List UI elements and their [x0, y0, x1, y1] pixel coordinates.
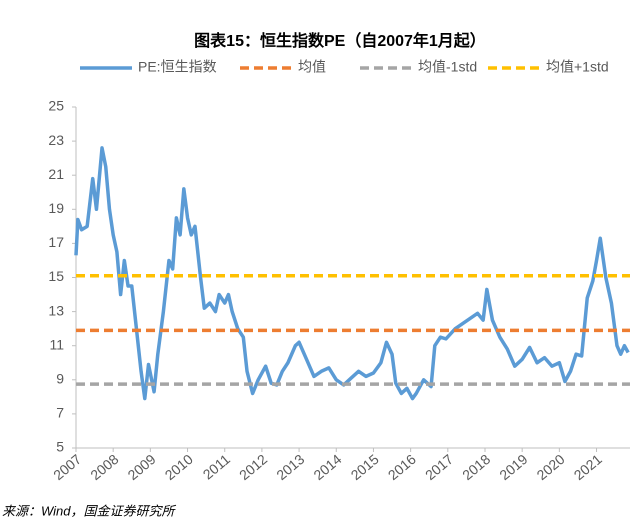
x-tick-label: 2010 [162, 451, 196, 483]
y-tick-label: 23 [48, 132, 64, 148]
y-tick-label: 13 [48, 302, 64, 318]
y-tick-label: 9 [56, 371, 64, 387]
y-tick-label: 5 [56, 439, 64, 455]
x-tick-label: 2011 [200, 451, 234, 483]
legend-label: 均值-1std [418, 59, 477, 75]
x-tick-label: 2014 [310, 451, 344, 483]
x-tick-label: 2021 [571, 451, 605, 483]
x-tick-label: 2009 [125, 451, 159, 483]
x-tick-label: 2020 [534, 451, 568, 483]
chart-title: 图表15：恒生指数PE（自2007年1月起） [194, 31, 486, 50]
x-tick-label: 2007 [50, 451, 84, 483]
y-tick-label: 15 [48, 268, 64, 284]
y-tick-label: 25 [48, 98, 64, 114]
y-tick-label: 19 [48, 200, 64, 216]
x-tick-label: 2012 [236, 451, 270, 483]
legend-label: 均值 [298, 59, 326, 75]
pe-line [74, 146, 630, 401]
x-tick-label: 2017 [422, 451, 456, 483]
y-tick-label: 7 [56, 405, 64, 421]
y-tick-label: 17 [48, 234, 64, 250]
legend-label: PE:恒生指数 [138, 59, 217, 75]
x-tick-label: 2015 [348, 451, 382, 483]
y-tick-label: 11 [49, 336, 64, 352]
legend-label: 均值+1std [546, 59, 609, 75]
x-tick-label: 2013 [273, 451, 307, 483]
source: 来源：Wind，国金证券研究所 [2, 503, 177, 517]
x-tick-label: 2008 [87, 451, 121, 483]
x-tick-label: 2019 [496, 451, 530, 483]
y-tick-label: 21 [48, 166, 64, 182]
x-tick-label: 2018 [459, 451, 493, 483]
x-tick-label: 2016 [385, 451, 419, 483]
